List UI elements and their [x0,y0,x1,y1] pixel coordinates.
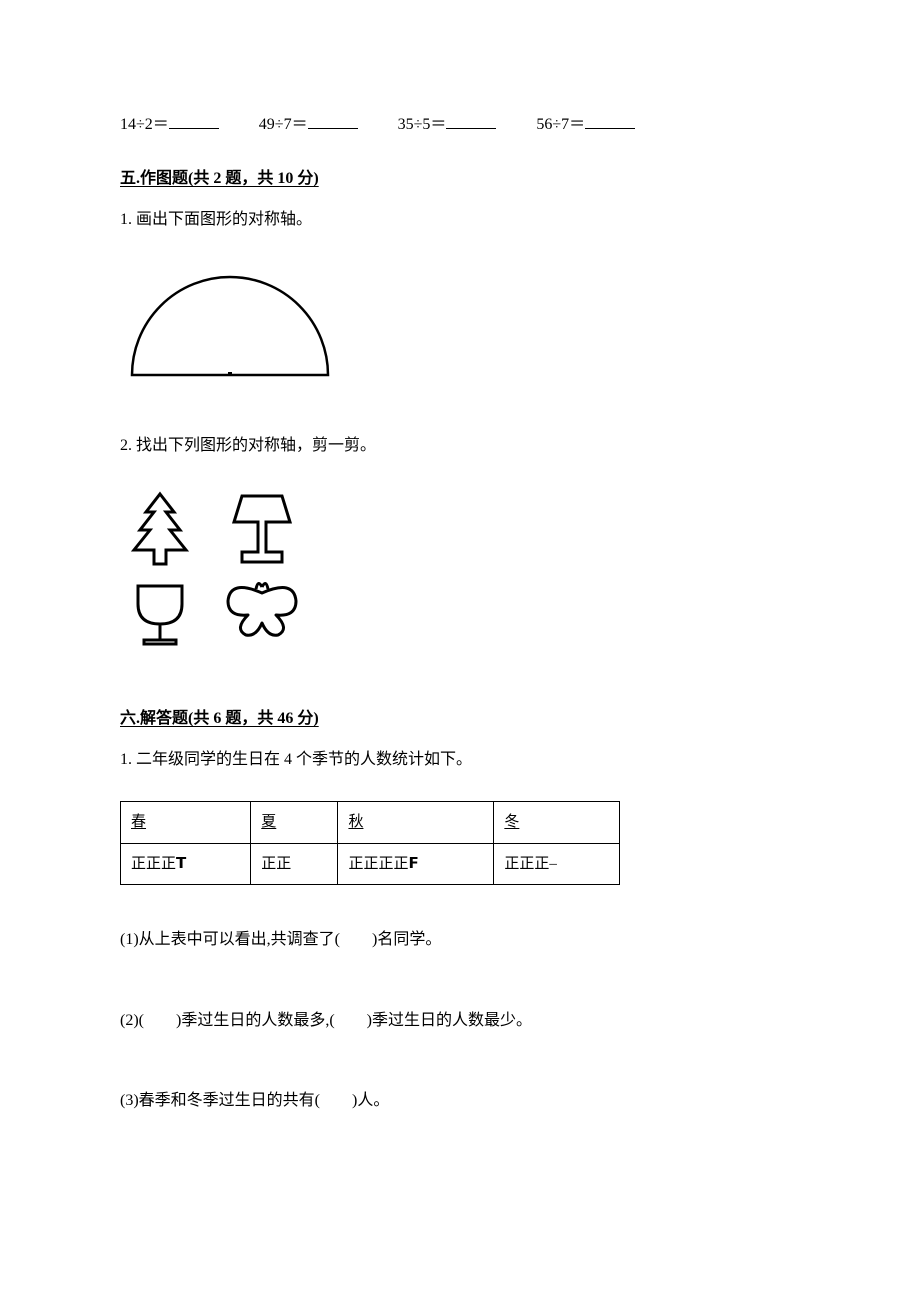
page: 14÷2＝ 49÷7＝ 35÷5＝ 56÷7＝ 五.作图题(共 2 题，共 10… [0,0,920,1302]
blank-line [308,112,358,129]
shapes-figure [120,487,800,668]
equation-expr: 35÷5＝ [398,116,447,133]
blank-line [446,112,496,129]
equation-item: 56÷7＝ [536,110,635,140]
table-cell: 正正正– [494,843,620,885]
equation-expr: 49÷7＝ [259,116,308,133]
goblet-icon [138,586,182,644]
section5-header: 五.作图题(共 2 题，共 10 分) [120,164,800,194]
equation-item: 35÷5＝ [398,110,497,140]
blank-line [169,112,219,129]
table-cell: 正正正正𝗙 [338,843,494,885]
table-header-cell: 夏 [251,802,338,844]
semicircle-svg [120,263,340,383]
section6-q1: 1. 二年级同学的生日在 4 个季节的人数统计如下。 [120,745,800,775]
section5-q2: 2. 找出下列图形的对称轴，剪一剪。 [120,431,800,461]
equations-row: 14÷2＝ 49÷7＝ 35÷5＝ 56÷7＝ [120,110,800,140]
section6-sub1: (1)从上表中可以看出,共调查了( )名同学。 [120,925,800,955]
equation-expr: 14÷2＝ [120,116,169,133]
table-cell: 正正 [251,843,338,885]
shapes-svg [120,487,330,657]
section6-sub3: (3)春季和冬季过生日的共有( )人。 [120,1086,800,1116]
table-row: 春 夏 秋 冬 [121,802,620,844]
semicircle-path [132,277,328,375]
tree-icon [134,494,186,564]
section6-header: 六.解答题(共 6 题，共 46 分) [120,704,800,734]
table-header-cell: 冬 [494,802,620,844]
section5-q1: 1. 画出下面图形的对称轴。 [120,205,800,235]
table-row: 正正正𝗧 正正 正正正正𝗙 正正正– [121,843,620,885]
equation-item: 49÷7＝ [259,110,358,140]
equation-expr: 56÷7＝ [536,116,585,133]
table-cell: 正正正𝗧 [121,843,251,885]
semicircle-figure [120,263,800,394]
blank-line [585,112,635,129]
lamp-icon [234,496,290,562]
section6-sub2: (2)( )季过生日的人数最多,( )季过生日的人数最少。 [120,1006,800,1036]
butterfly-icon [228,583,296,635]
table-header-cell: 春 [121,802,251,844]
equation-item: 14÷2＝ [120,110,219,140]
table-header-cell: 秋 [338,802,494,844]
tally-table: 春 夏 秋 冬 正正正𝗧 正正 正正正正𝗙 正正正– [120,801,620,885]
